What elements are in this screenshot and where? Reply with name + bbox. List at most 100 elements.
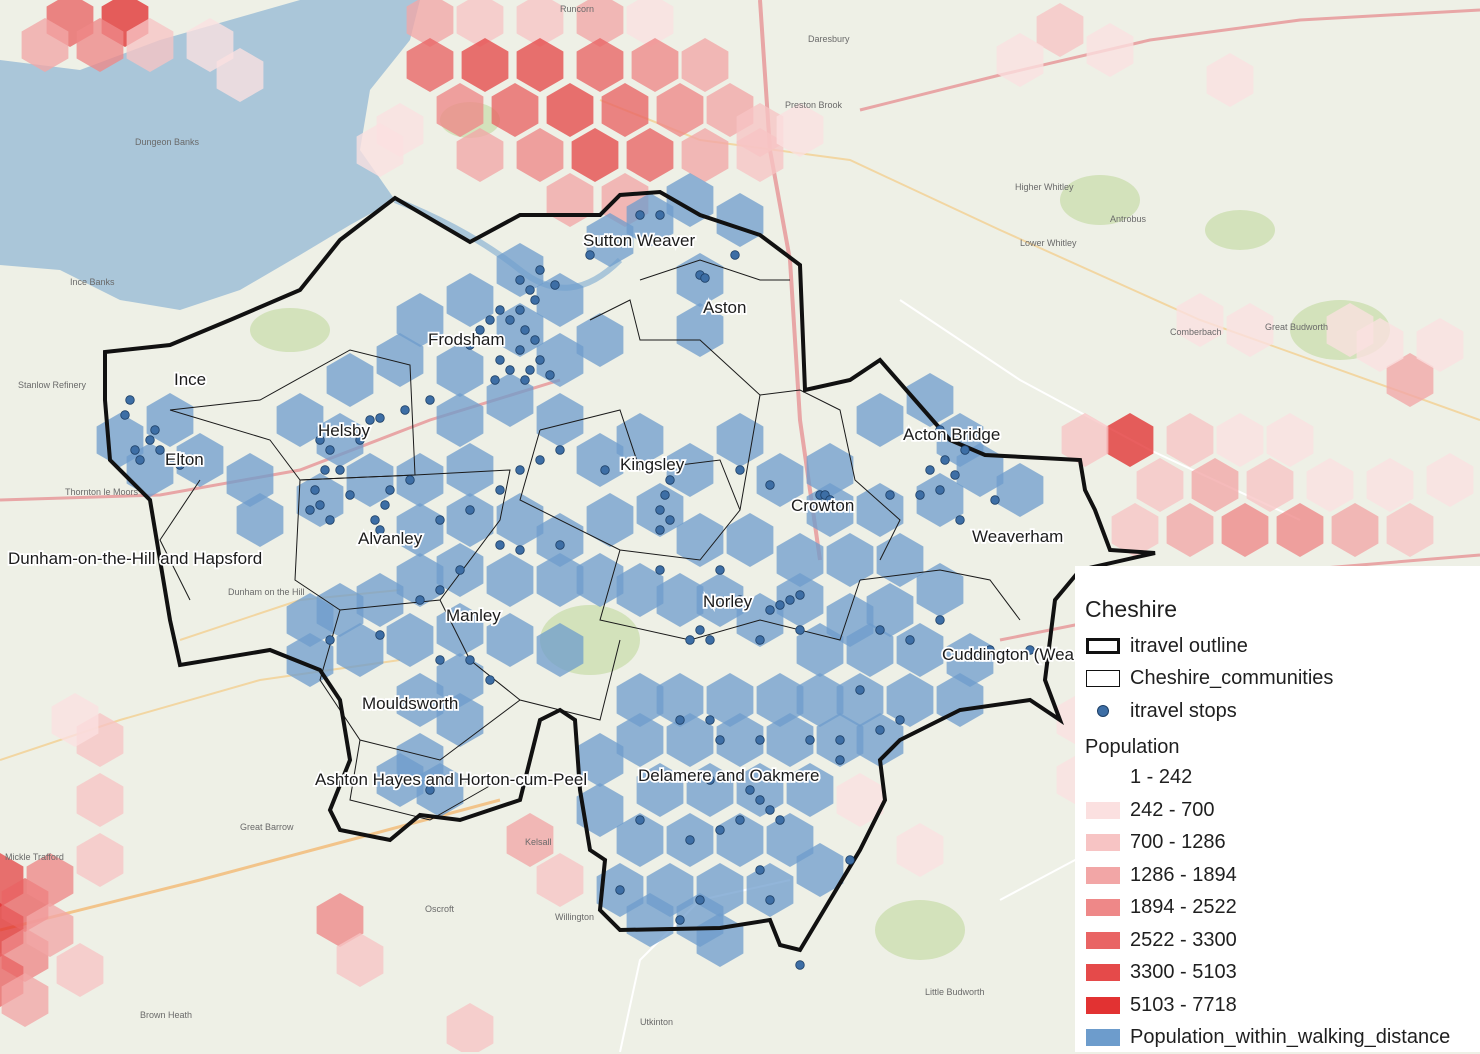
itravel-stop [151,426,160,435]
itravel-stop [886,491,895,500]
legend-item-population-class: 5103 - 7718 [1085,989,1480,1022]
basemap-label: Oscroft [425,904,455,914]
basemap-label: Utkinton [640,1017,673,1027]
itravel-stop [321,466,330,475]
itravel-stop [376,631,385,640]
itravel-stop [436,516,445,525]
itravel-stop [136,456,145,465]
itravel-stop [961,446,970,455]
itravel-stop [496,541,505,550]
community-swatch [1085,670,1121,688]
itravel-stop [941,456,950,465]
population-swatch [1085,996,1121,1014]
itravel-stop [531,336,540,345]
outline-swatch [1085,637,1121,655]
itravel-stop [486,676,495,685]
itravel-stop [756,796,765,805]
basemap-label: Mickle Trafford [5,852,64,862]
itravel-stop [546,371,555,380]
itravel-stop [766,896,775,905]
itravel-stop [386,486,395,495]
itravel-stop [926,466,935,475]
basemap-label: Comberbach [1170,327,1222,337]
itravel-stop [936,486,945,495]
itravel-stop [551,281,560,290]
itravel-stop [306,506,315,515]
legend-item-population-class: 700 - 1286 [1085,827,1480,860]
itravel-stop [536,456,545,465]
itravel-stop [436,656,445,665]
itravel-stop [656,526,665,535]
itravel-stop [486,316,495,325]
itravel-stop [521,326,530,335]
population-swatch [1085,866,1121,884]
itravel-stop [896,716,905,725]
legend-label: 3300 - 5103 [1130,961,1237,984]
itravel-stop [836,756,845,765]
legend-label: itravel stops [1130,700,1237,723]
basemap-label: Dunham on the Hill [228,587,305,597]
legend-item-communities: Cheshire_communities [1085,663,1480,696]
basemap-label: Little Budworth [925,987,985,997]
itravel-stop [666,516,675,525]
itravel-stop [796,591,805,600]
basemap-label: Lower Whitley [1020,238,1077,248]
itravel-stop [496,486,505,495]
community-label-manley: Manley [446,606,501,625]
basemap-label: Runcorn [560,4,594,14]
legend-item-stops: itravel stops [1085,695,1480,728]
legend-label: 1 - 242 [1130,766,1192,789]
itravel-stop [716,736,725,745]
walking-swatch [1085,1029,1121,1047]
itravel-stop [436,586,445,595]
community-label-ince: Ince [174,370,206,389]
itravel-stop [736,466,745,475]
itravel-stop [951,471,960,480]
itravel-stop [686,836,695,845]
itravel-stop [516,276,525,285]
itravel-stop [381,501,390,510]
itravel-stop [516,346,525,355]
community-label-alvanley: Alvanley [358,529,423,548]
itravel-stop [676,716,685,725]
itravel-stop [766,606,775,615]
itravel-stop [311,486,320,495]
itravel-stop [326,516,335,525]
community-label-cuddington: Cuddington (Wea [942,645,1075,664]
itravel-stop [876,726,885,735]
itravel-stop [656,211,665,220]
itravel-stop [516,466,525,475]
legend-label: Population_within_walking_distance [1130,1026,1450,1049]
itravel-stop [716,826,725,835]
itravel-stop [756,736,765,745]
itravel-stop [601,466,610,475]
basemap-label: Daresbury [808,34,850,44]
legend-label: 242 - 700 [1130,799,1215,822]
itravel-stop [656,566,665,575]
itravel-stop [466,656,475,665]
itravel-stop [836,736,845,745]
itravel-stop [556,541,565,550]
population-swatch [1085,801,1121,819]
itravel-stop [126,396,135,405]
itravel-stop [616,886,625,895]
population-swatch [1085,834,1121,852]
itravel-stop [516,546,525,555]
itravel-stop [686,636,695,645]
itravel-stop [856,686,865,695]
itravel-stop [706,716,715,725]
legend-item-walking: Population_within_walking_distance [1085,1022,1480,1054]
itravel-stop [496,306,505,315]
itravel-stop [536,356,545,365]
itravel-stop [506,316,515,325]
basemap-label: Higher Whitley [1015,182,1074,192]
community-label-elton: Elton [165,450,204,469]
itravel-stop [586,251,595,260]
itravel-stop [336,466,345,475]
legend-label: 1894 - 2522 [1130,896,1237,919]
itravel-stop [656,506,665,515]
itravel-stop [531,296,540,305]
itravel-stop [786,596,795,605]
itravel-stop [521,376,530,385]
